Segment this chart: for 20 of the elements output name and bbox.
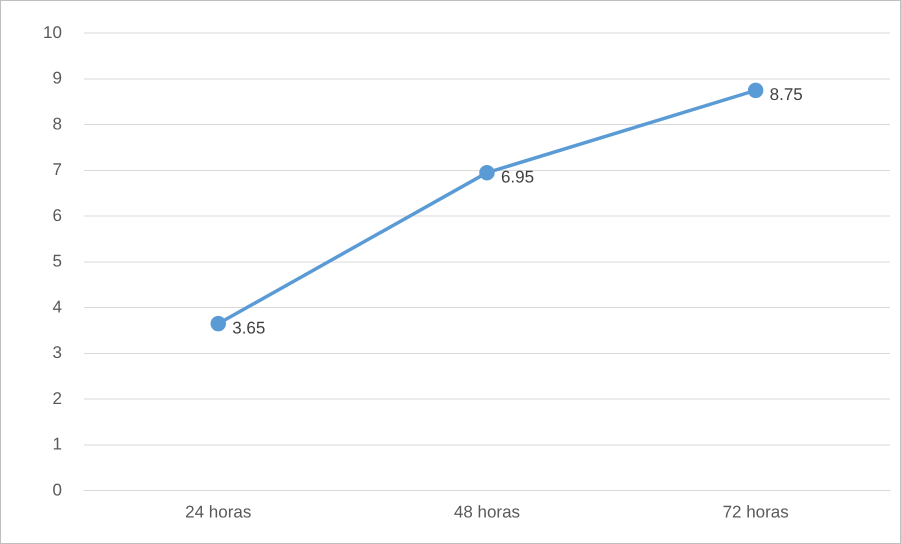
x-tick-label: 72 horas bbox=[722, 502, 789, 522]
y-tick-label: 4 bbox=[52, 297, 62, 316]
x-tick-label: 24 horas bbox=[185, 502, 252, 522]
data-label: 8.75 bbox=[770, 85, 803, 104]
y-tick-label: 10 bbox=[42, 22, 62, 42]
y-tick-label: 0 bbox=[52, 480, 62, 500]
y-tick-label: 9 bbox=[52, 68, 62, 88]
y-tick-label: 2 bbox=[52, 388, 62, 408]
data-label: 3.65 bbox=[232, 318, 266, 338]
data-label: 6.95 bbox=[500, 167, 534, 186]
y-tick-label: 7 bbox=[52, 160, 62, 180]
point bbox=[210, 316, 226, 332]
y-tick-label: 1 bbox=[52, 434, 62, 454]
y-tick-label: 6 bbox=[52, 206, 62, 225]
point bbox=[748, 82, 764, 98]
x-tick-label: 48 horas bbox=[454, 502, 520, 522]
y-tick-label: 3 bbox=[52, 343, 62, 362]
y-tick-label: 5 bbox=[52, 252, 62, 271]
y-tick-label: 8 bbox=[52, 114, 62, 134]
point bbox=[479, 164, 495, 180]
